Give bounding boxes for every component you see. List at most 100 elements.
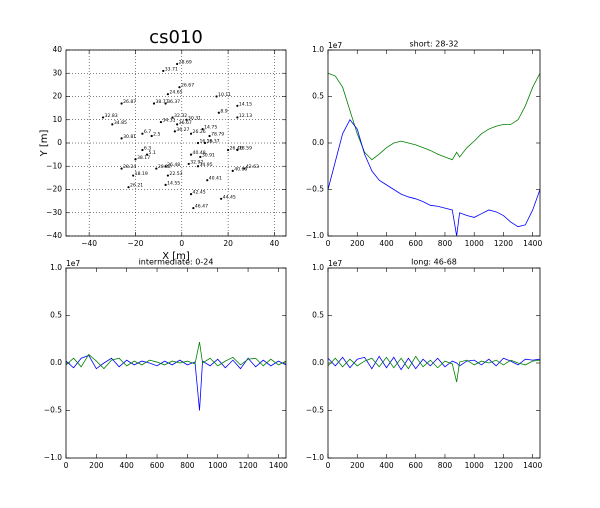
y-tick-label: −1.0 bbox=[306, 453, 324, 462]
station-label: 22.53 bbox=[169, 171, 182, 177]
station-point bbox=[132, 174, 135, 177]
plot-area bbox=[328, 50, 540, 236]
y-tick-label: −20 bbox=[46, 185, 62, 194]
station-point bbox=[150, 134, 153, 138]
station-point bbox=[206, 179, 209, 182]
x-tick-label: 0 bbox=[326, 239, 331, 248]
station-point bbox=[141, 148, 144, 152]
station-label: 78.79 bbox=[211, 132, 224, 138]
station-point bbox=[120, 102, 123, 105]
station-label: 14.15 bbox=[239, 101, 252, 107]
station-label: 30.81 bbox=[123, 134, 136, 140]
y-tick-label: 0.0 bbox=[312, 138, 324, 147]
series-line bbox=[65, 342, 287, 370]
station-label: 28.69 bbox=[179, 59, 192, 65]
station-point bbox=[141, 132, 144, 135]
series-line bbox=[65, 354, 287, 411]
station-point bbox=[166, 174, 169, 177]
y-tick-label: −40 bbox=[46, 231, 62, 240]
station-label: 30.31 bbox=[188, 115, 201, 121]
station-point bbox=[101, 116, 105, 119]
station-label: 38.17 bbox=[137, 155, 150, 161]
y-tick-label: 0.5 bbox=[312, 92, 324, 101]
y-tick-label: 1.0 bbox=[312, 45, 324, 54]
x-tick-label: 1200 bbox=[494, 239, 513, 248]
station-label: 14.75 bbox=[204, 125, 217, 131]
x-tick-label: 0 bbox=[64, 461, 69, 470]
station-point bbox=[164, 102, 167, 105]
offset-text: 1e7 bbox=[328, 41, 342, 50]
y-tick-label: −30 bbox=[46, 208, 62, 217]
series-line bbox=[327, 355, 541, 371]
y-axis-label: Y [m] bbox=[39, 129, 50, 157]
station-label: 32.92 bbox=[190, 159, 203, 165]
x-tick-label: 1000 bbox=[208, 461, 227, 470]
x-tick-label: 1400 bbox=[523, 239, 542, 248]
x-tick-label: 1200 bbox=[239, 461, 258, 470]
station-point bbox=[208, 134, 211, 138]
offset-text: 1e7 bbox=[328, 259, 342, 268]
x-tick-label: 600 bbox=[150, 461, 165, 470]
station-label: 26.21 bbox=[130, 183, 143, 189]
station-point bbox=[189, 132, 193, 135]
station-point bbox=[152, 102, 156, 105]
x-tick-label: 600 bbox=[409, 239, 424, 248]
x-tick-label: 1400 bbox=[269, 461, 288, 470]
station-label: 36.27 bbox=[176, 127, 189, 133]
station-point bbox=[176, 123, 179, 126]
station-point bbox=[201, 127, 204, 131]
series-line bbox=[327, 355, 541, 383]
station-point bbox=[236, 148, 239, 152]
y-tick-label: −0.5 bbox=[306, 406, 324, 415]
y-tick-label: 1.0 bbox=[50, 263, 62, 272]
station-label: 42.63 bbox=[246, 164, 259, 170]
plot-area bbox=[328, 268, 540, 458]
x-tick-label: 1400 bbox=[523, 461, 542, 470]
station-point bbox=[227, 148, 230, 152]
y-tick-label: −0.5 bbox=[44, 406, 62, 415]
station-label: 32.32 bbox=[174, 113, 187, 119]
station-label: 34.95 bbox=[200, 162, 213, 168]
station-point bbox=[159, 120, 163, 124]
station-point bbox=[236, 104, 239, 107]
station-label: 24.65 bbox=[169, 90, 182, 96]
station-label: 40.48 bbox=[193, 150, 206, 156]
axes-frame bbox=[327, 267, 541, 459]
x-tick-label: 200 bbox=[350, 461, 365, 470]
station-point bbox=[173, 130, 176, 133]
station-point bbox=[199, 155, 202, 159]
station-label: 26.67 bbox=[181, 83, 194, 89]
y-tick-label: −1.0 bbox=[44, 453, 62, 462]
x-tick-label: 1000 bbox=[465, 239, 484, 248]
y-tick-label: −10 bbox=[46, 161, 62, 170]
y-tick-label: −1.0 bbox=[306, 231, 324, 240]
station-label: 16.16 bbox=[200, 139, 213, 145]
station-label: 36.67 bbox=[179, 120, 192, 126]
x-tick-label: 20 bbox=[223, 239, 233, 248]
x-tick-label: −20 bbox=[128, 239, 144, 248]
y-tick-label: −0.5 bbox=[306, 185, 324, 194]
y-tick-label: 0 bbox=[57, 138, 62, 147]
x-tick-label: 400 bbox=[120, 461, 135, 470]
station-label: 26.46 bbox=[230, 145, 243, 151]
station-point bbox=[192, 207, 195, 210]
x-tick-label: 800 bbox=[438, 239, 453, 248]
y-tick-label: 0.5 bbox=[50, 311, 62, 320]
station-point bbox=[111, 123, 114, 126]
y-tick-label: 20 bbox=[52, 92, 62, 101]
station-point bbox=[162, 69, 165, 73]
station-point bbox=[176, 62, 179, 66]
x-tick-label: 800 bbox=[180, 461, 195, 470]
station-label: 26.87 bbox=[123, 99, 136, 105]
y-tick-label: 30 bbox=[52, 68, 62, 77]
station-label: 34.85 bbox=[114, 120, 127, 126]
station-label: 6.3 bbox=[144, 145, 151, 151]
station-label: 33.71 bbox=[165, 66, 178, 72]
station-point bbox=[127, 186, 130, 189]
station-label: 14.55 bbox=[167, 180, 180, 186]
station-label: 28.24 bbox=[123, 164, 136, 170]
y-tick-label: 0.0 bbox=[50, 358, 62, 367]
station-point bbox=[203, 141, 207, 145]
